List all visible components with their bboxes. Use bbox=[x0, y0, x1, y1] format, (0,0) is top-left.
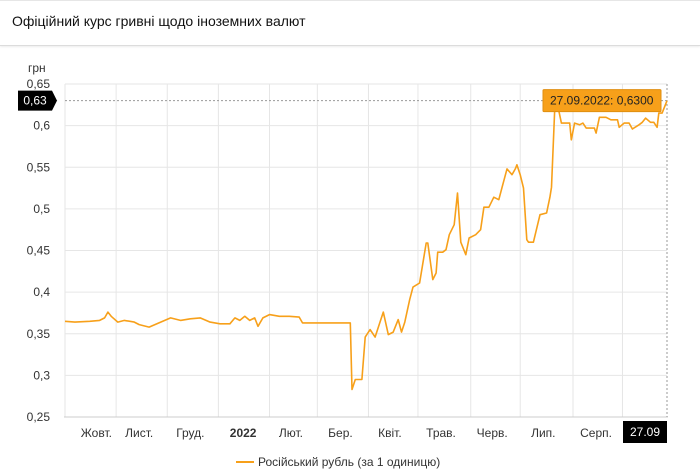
legend-item-rub: Російський рубль (за 1 одиницю) bbox=[258, 455, 440, 469]
crosshair-x-value: 27.09 bbox=[630, 425, 660, 439]
x-tick-label: Жовт. bbox=[81, 426, 112, 440]
series-line-rub[interactable] bbox=[64, 99, 668, 391]
y-tick-label: 0,3 bbox=[33, 368, 50, 382]
x-tick-label: Лист. bbox=[125, 426, 153, 440]
crosshair-y-label: 0,63 bbox=[18, 90, 57, 111]
y-axis: 0,25 0,3 0,35 0,4 0,45 0,5 0,55 0,6 0,65 bbox=[27, 77, 51, 424]
y-tick-label: 0,25 bbox=[27, 410, 51, 424]
y-tick-label: 0,6 bbox=[33, 119, 50, 133]
header: Офіційний курс гривні щодо іноземних вал… bbox=[0, 0, 700, 46]
x-tick-label: Трав. bbox=[426, 426, 456, 440]
x-tick-label: Лип. bbox=[531, 426, 555, 440]
grid bbox=[64, 83, 667, 418]
y-axis-title: грн bbox=[28, 61, 46, 75]
x-tick-label: Серп. bbox=[580, 426, 612, 440]
crosshair-x-label: 27.09 bbox=[623, 421, 667, 443]
x-tick-label: Бер. bbox=[328, 426, 353, 440]
x-tick-label: Квіт. bbox=[378, 426, 402, 440]
y-tick-label: 0,35 bbox=[27, 327, 51, 341]
y-tick-label: 0,65 bbox=[27, 77, 51, 91]
page-title: Офіційний курс гривні щодо іноземних вал… bbox=[12, 13, 306, 29]
legend[interactable]: Російський рубль (за 1 одиницю) bbox=[236, 455, 440, 469]
y-tick-label: 0,5 bbox=[33, 202, 50, 216]
y-tick-label: 0,55 bbox=[27, 160, 51, 174]
x-axis: Жовт. Лист. Груд. 2022 Лют. Бер. Квіт. Трав. Чер… bbox=[81, 426, 612, 440]
x-tick-label: Черв. bbox=[477, 426, 508, 440]
y-tick-label: 0,45 bbox=[27, 244, 51, 258]
tooltip: 27.09.2022: 0,6300 bbox=[542, 89, 662, 113]
x-tick-label: Груд. bbox=[176, 426, 204, 440]
x-tick-label: Лют. bbox=[279, 426, 303, 440]
y-tick-label: 0,4 bbox=[33, 285, 50, 299]
tooltip-text: 27.09.2022: 0,6300 bbox=[550, 94, 654, 108]
crosshair-y-value: 0,63 bbox=[23, 94, 47, 108]
x-tick-label: 2022 bbox=[230, 426, 257, 440]
